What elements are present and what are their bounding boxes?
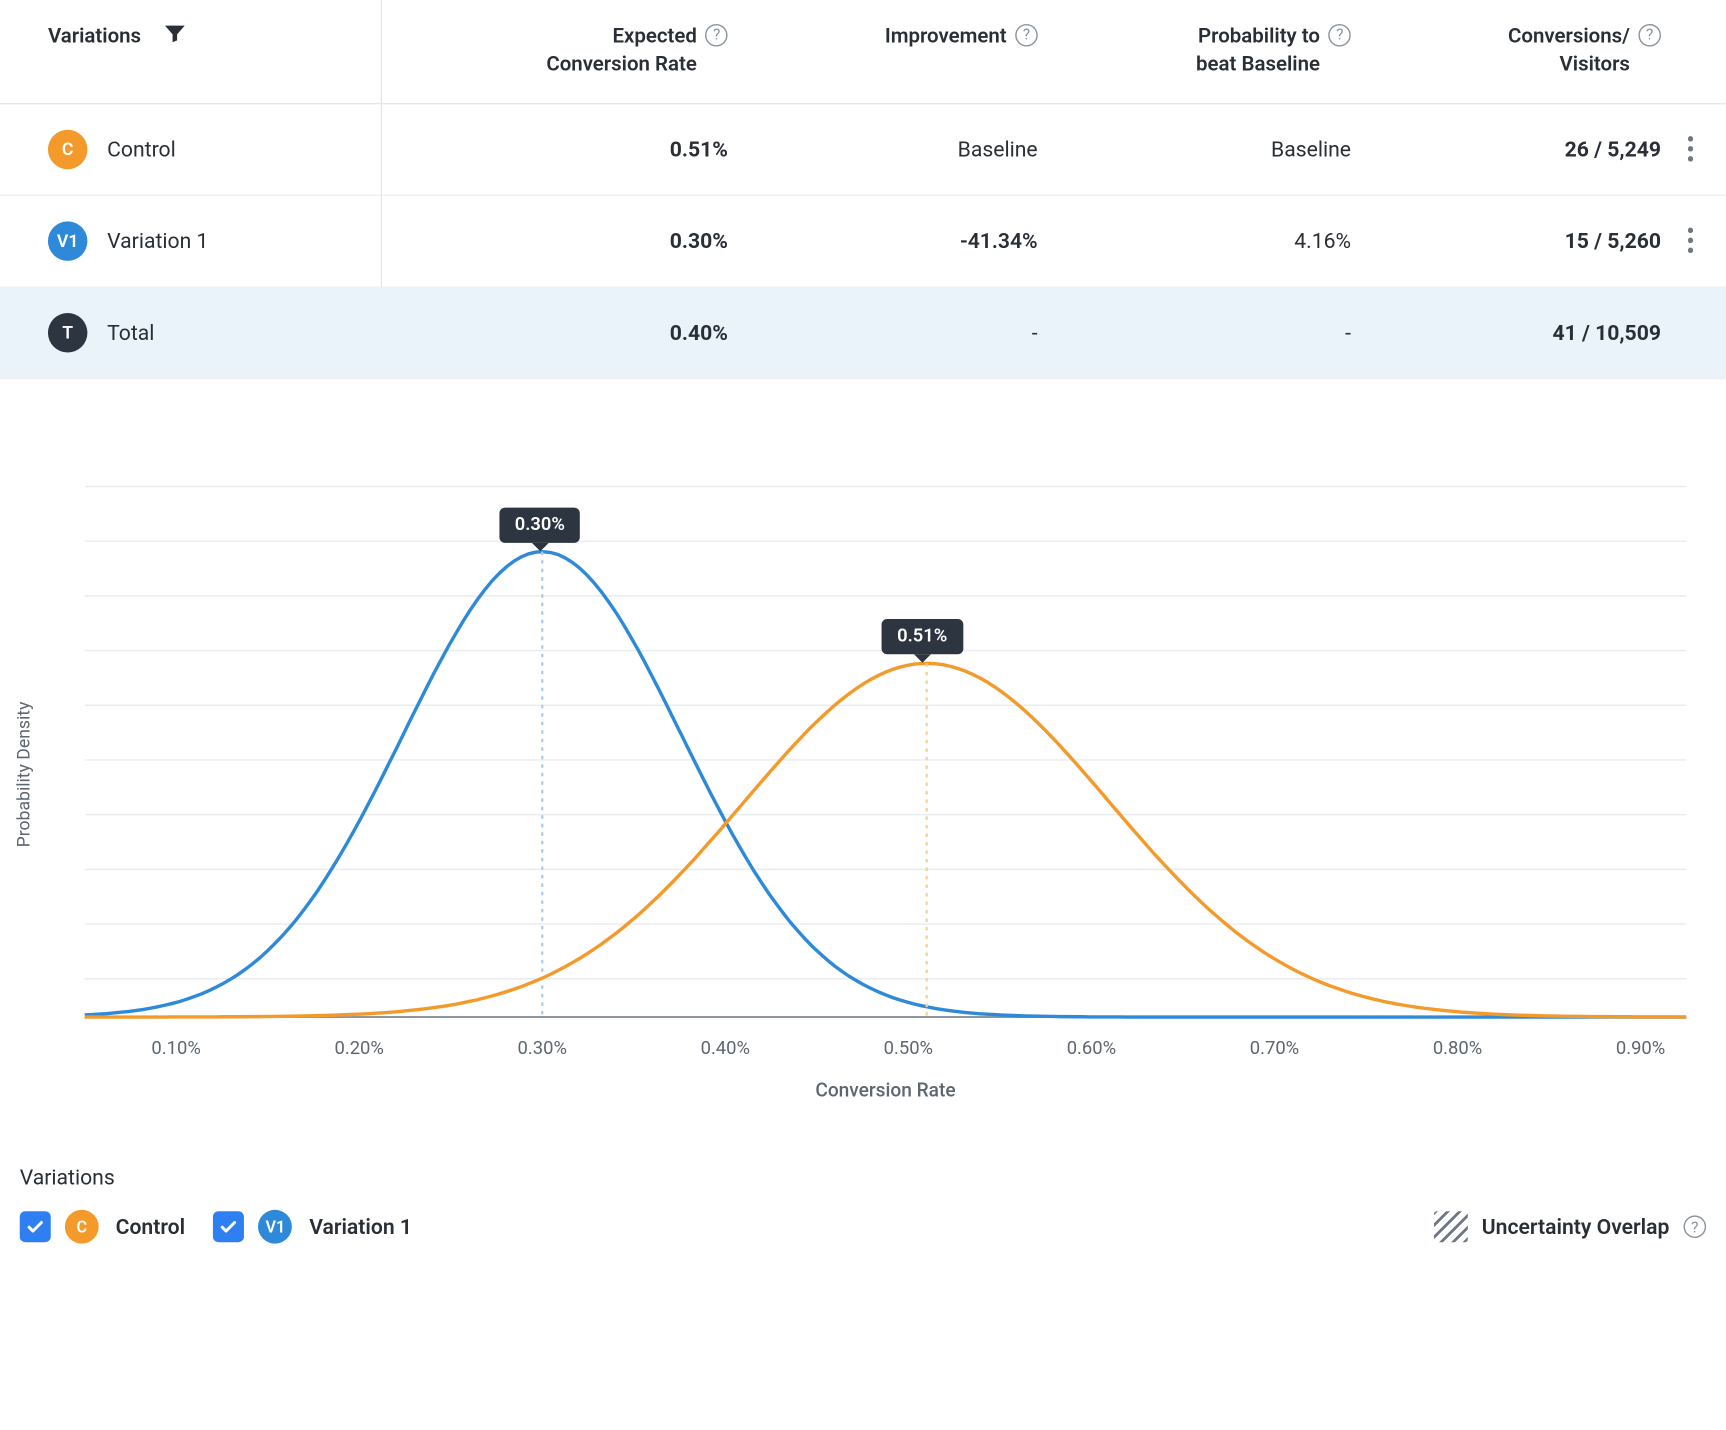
variations-table: Variations Expected Conversion Rate ? xyxy=(0,0,1726,379)
legend-item[interactable]: C Control xyxy=(20,1209,185,1243)
row-menu-icon[interactable]: ••• xyxy=(1675,226,1706,256)
legend-item-label: Variation 1 xyxy=(309,1213,412,1238)
help-icon[interactable]: ? xyxy=(705,24,728,47)
uncertainty-overlap: Uncertainty Overlap ? xyxy=(1434,1211,1706,1242)
col-header-conversions: Conversions/ Visitors ? xyxy=(1365,0,1675,104)
x-tick-label: 0.30% xyxy=(518,1038,567,1059)
conversions-cell: 15 / 5,260 xyxy=(1365,195,1675,287)
help-icon[interactable]: ? xyxy=(1684,1216,1707,1239)
x-tick-label: 0.10% xyxy=(151,1038,200,1059)
col-header-variations-label: Variations xyxy=(48,23,141,51)
improvement-cell: - xyxy=(742,287,1052,379)
expected-cell: 0.30% xyxy=(382,195,742,287)
col-header-probability: Probability to beat Baseline ? xyxy=(1052,0,1365,104)
x-tick-label: 0.50% xyxy=(884,1038,933,1059)
col-header-expected: Expected Conversion Rate ? xyxy=(382,0,742,104)
checkbox-icon[interactable] xyxy=(20,1211,51,1242)
variation-badge: C xyxy=(48,130,87,169)
variation-name: Control xyxy=(107,137,176,162)
checkbox-icon[interactable] xyxy=(213,1211,244,1242)
x-tick-label: 0.70% xyxy=(1250,1038,1299,1059)
variation-name: Variation 1 xyxy=(107,229,208,254)
filter-icon[interactable] xyxy=(164,23,187,53)
conversions-cell: 26 / 5,249 xyxy=(1365,104,1675,196)
col-header-variations[interactable]: Variations xyxy=(0,0,382,104)
legend-item-label: Control xyxy=(116,1213,186,1238)
table-row-control: C Control 0.51% Baseline Baseline 26 / 5… xyxy=(0,104,1726,196)
density-curve-control xyxy=(85,664,1687,1018)
legend-title: Variations xyxy=(20,1164,1706,1189)
col-header-improvement: Improvement ? xyxy=(742,0,1052,104)
table-row-variation1: V1 Variation 1 0.30% -41.34% 4.16% 15 / … xyxy=(0,195,1726,287)
help-icon[interactable]: ? xyxy=(1638,24,1661,47)
variation-badge: V1 xyxy=(258,1209,292,1243)
table-row-total: T Total 0.40% - - 41 / 10,509 xyxy=(0,287,1726,379)
x-tick-label: 0.80% xyxy=(1433,1038,1482,1059)
x-tick-label: 0.40% xyxy=(701,1038,750,1059)
x-tick-label: 0.60% xyxy=(1067,1038,1116,1059)
x-tick-label: 0.90% xyxy=(1616,1038,1665,1059)
probability-density-chart: Probability Density 0.10% 0.20% 0.30% 0.40%… xyxy=(0,481,1726,1133)
probability-cell: - xyxy=(1052,287,1365,379)
probability-cell: Baseline xyxy=(1052,104,1365,196)
help-icon[interactable]: ? xyxy=(1015,24,1038,47)
x-tick-label: 0.20% xyxy=(335,1038,384,1059)
expected-cell: 0.40% xyxy=(382,287,742,379)
row-menu-icon[interactable]: ••• xyxy=(1675,135,1706,165)
help-icon[interactable]: ? xyxy=(1328,24,1351,47)
improvement-cell: -41.34% xyxy=(742,195,1052,287)
variation-name: Total xyxy=(107,320,154,345)
uncertainty-overlap-label: Uncertainty Overlap xyxy=(1482,1213,1670,1238)
col-header-menu xyxy=(1675,0,1726,104)
probability-cell: 4.16% xyxy=(1052,195,1365,287)
peak-tooltip-variation: 0.30% xyxy=(499,508,580,543)
conversions-cell: 41 / 10,509 xyxy=(1365,287,1675,379)
variation-badge: C xyxy=(65,1209,99,1243)
expected-cell: 0.51% xyxy=(382,104,742,196)
peak-tooltip-control: 0.51% xyxy=(882,619,963,654)
variation-badge: T xyxy=(48,313,87,352)
legend: Variations C Control V1 Variation 1 Unce… xyxy=(0,1164,1726,1274)
density-plot-svg: 0.10% 0.20% 0.30% 0.40% 0.50% 0.60% 0.70% 0.80%… xyxy=(85,481,1687,1133)
improvement-cell: Baseline xyxy=(742,104,1052,196)
x-axis-label: Conversion Rate xyxy=(815,1079,955,1102)
y-axis-label: Probability Density xyxy=(14,702,35,848)
legend-item[interactable]: V1 Variation 1 xyxy=(213,1209,412,1243)
hatch-icon xyxy=(1434,1211,1468,1242)
variation-badge: V1 xyxy=(48,222,87,261)
